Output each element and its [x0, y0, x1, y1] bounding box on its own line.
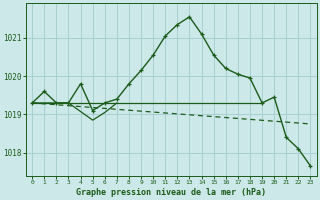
- X-axis label: Graphe pression niveau de la mer (hPa): Graphe pression niveau de la mer (hPa): [76, 188, 266, 197]
